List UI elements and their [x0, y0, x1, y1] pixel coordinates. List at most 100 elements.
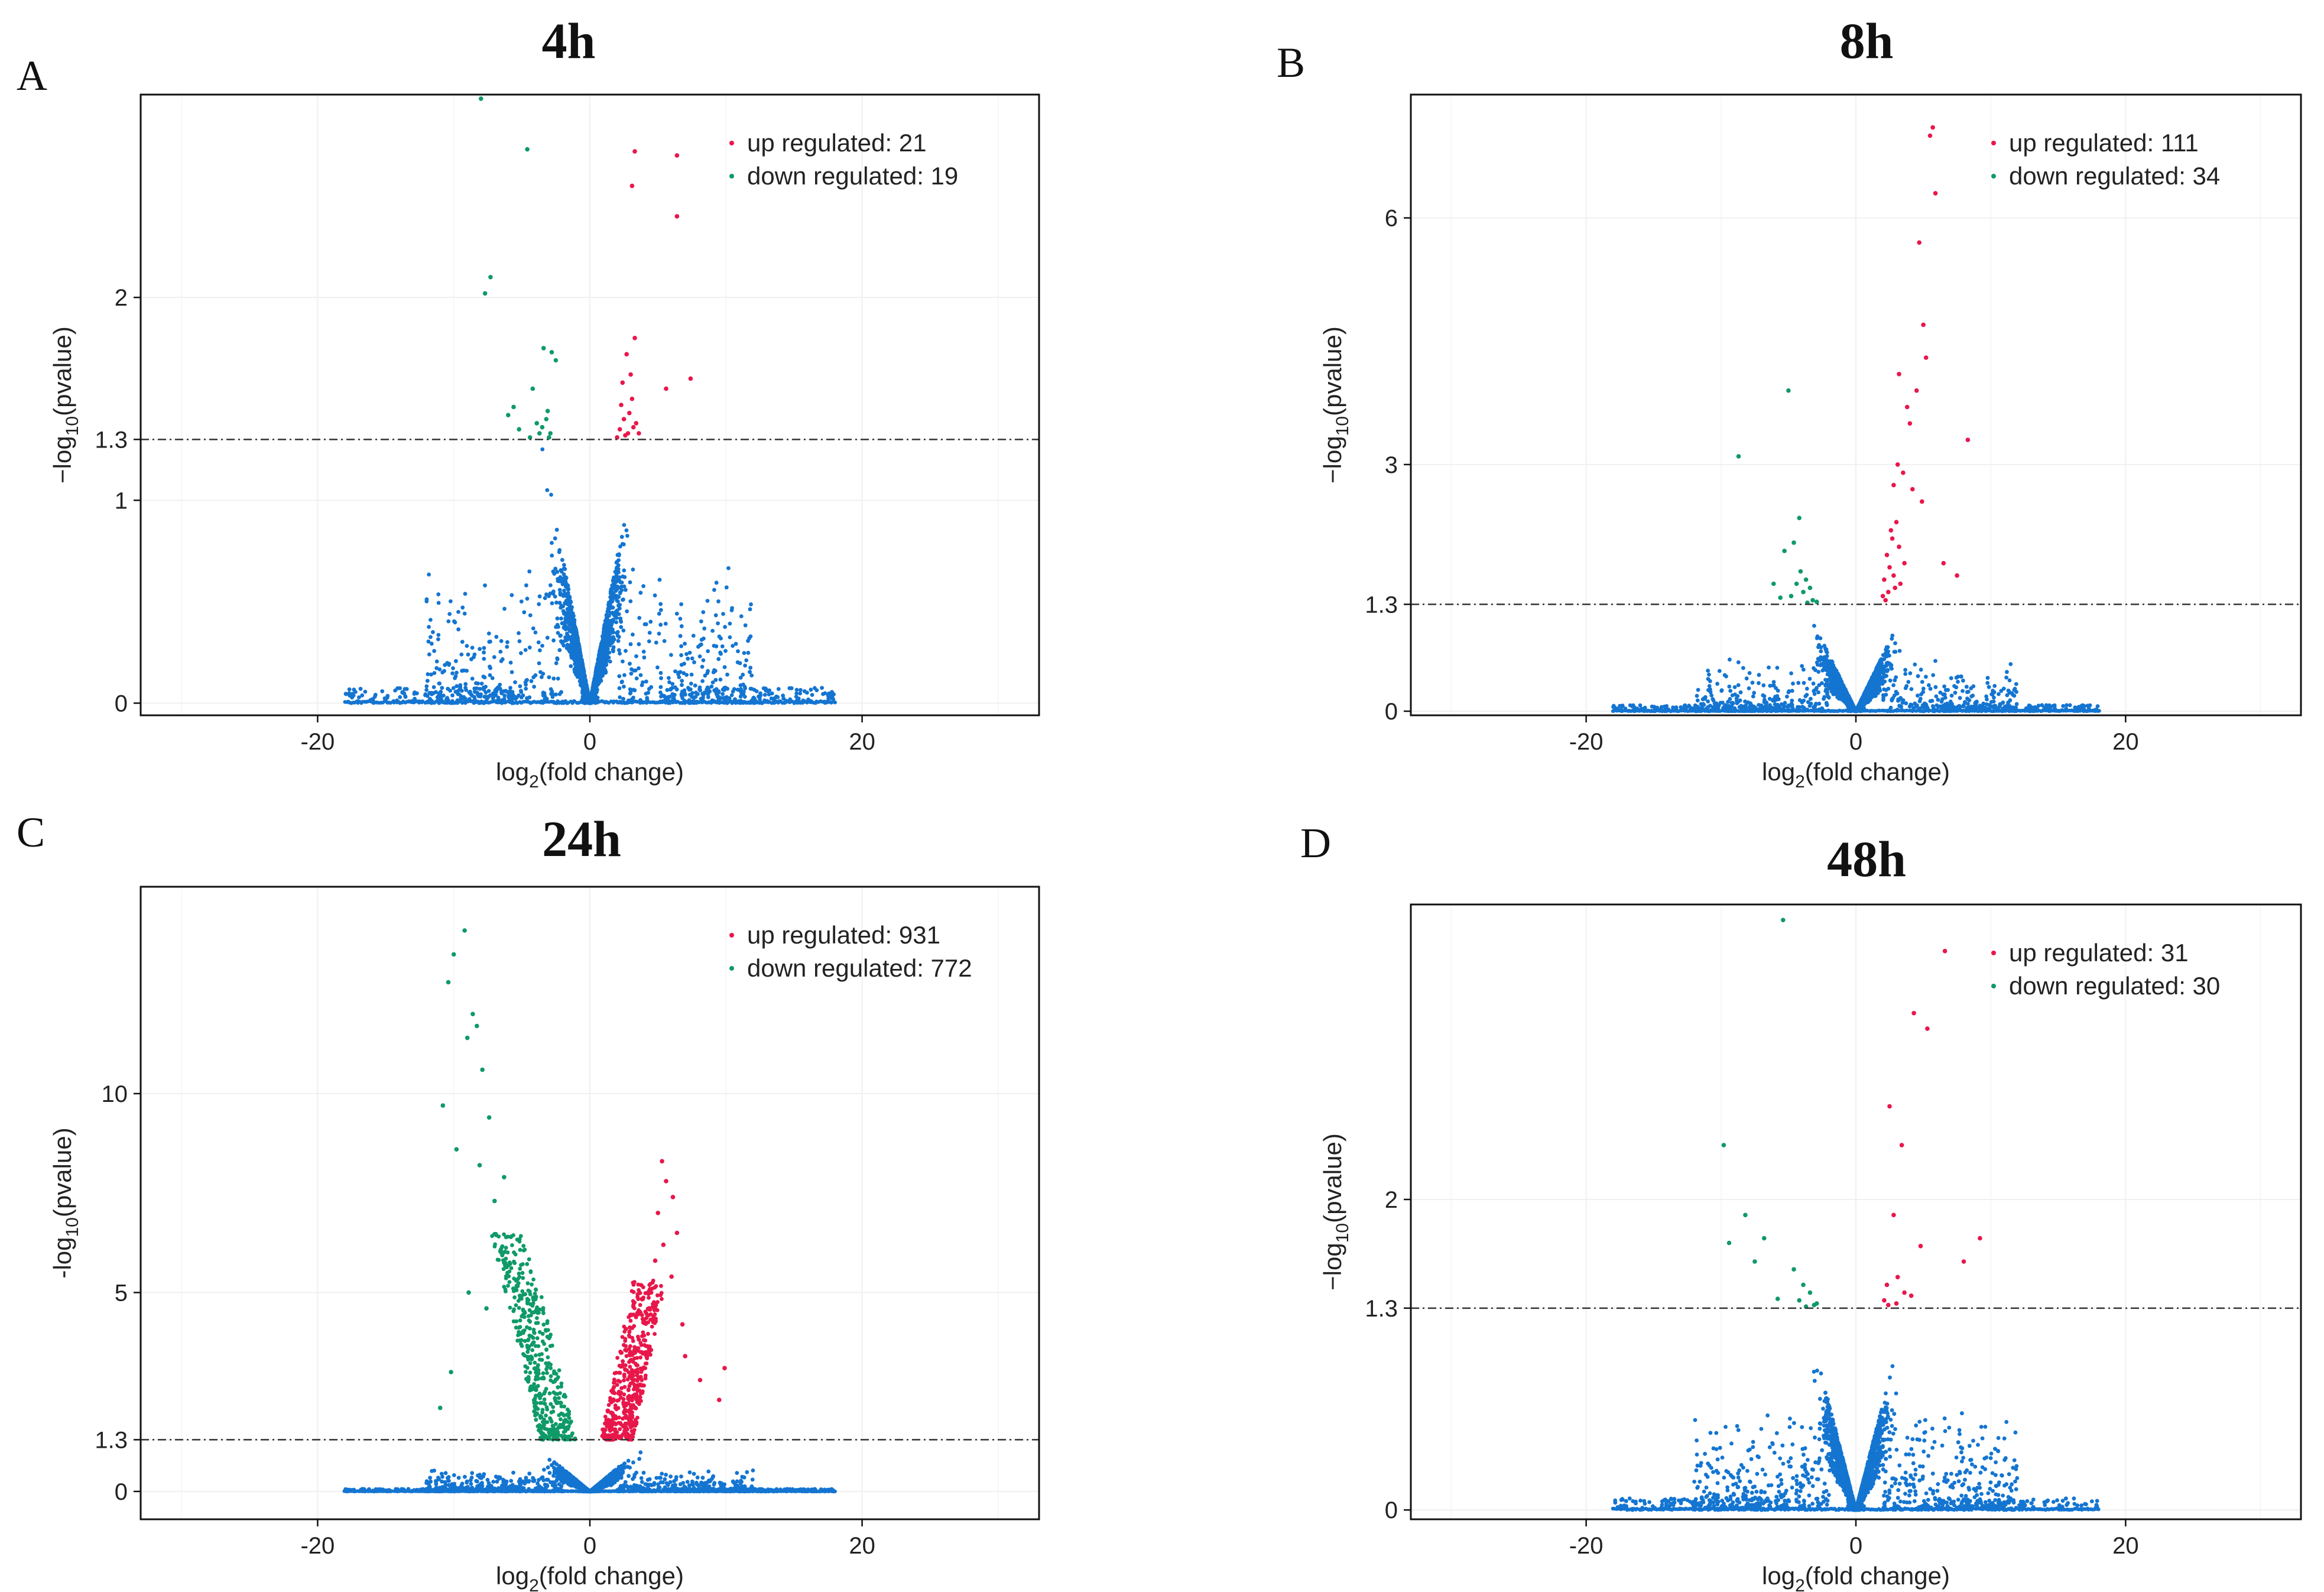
- ns-point: [728, 621, 732, 626]
- down-point: [527, 435, 533, 440]
- ns-point: [614, 620, 618, 624]
- ns-point: [563, 567, 567, 571]
- ns-point: [609, 624, 614, 628]
- up-point: [629, 396, 635, 401]
- down-point: [545, 408, 550, 414]
- ns-point: [716, 690, 721, 695]
- ns-point: [499, 659, 504, 663]
- down-point: [544, 417, 549, 421]
- ns-point: [775, 695, 780, 699]
- ns-point: [2095, 704, 2100, 708]
- ns-point: [1815, 634, 1820, 638]
- ns-point: [580, 667, 585, 672]
- ns-point: [429, 690, 434, 695]
- ns-point: [629, 672, 634, 676]
- ns-point: [380, 689, 385, 693]
- ns-point: [590, 689, 595, 693]
- ns-point: [641, 680, 645, 685]
- ns-point: [631, 633, 635, 637]
- ns-point: [436, 637, 440, 641]
- ns-point: [710, 628, 715, 633]
- ns-point: [794, 691, 799, 696]
- ns-point: [749, 699, 754, 703]
- ns-point: [601, 659, 605, 664]
- ns-point: [554, 600, 559, 605]
- ns-point: [525, 696, 529, 701]
- ns-point: [559, 639, 563, 644]
- ns-point: [573, 656, 577, 661]
- ns-point: [830, 692, 835, 697]
- ns-point: [714, 581, 719, 585]
- ns-point: [702, 626, 707, 631]
- ns-point: [1803, 694, 1808, 699]
- ns-point: [551, 638, 556, 643]
- ns-point: [567, 605, 572, 609]
- ns-point: [606, 602, 611, 607]
- ns-point: [541, 690, 546, 695]
- ns-point: [429, 641, 434, 646]
- up-point: [629, 183, 635, 189]
- up-point: [631, 424, 636, 430]
- ns-point: [582, 682, 587, 686]
- ns-point: [655, 665, 660, 670]
- ns-point: [1818, 636, 1823, 641]
- ns-point: [1909, 687, 1914, 691]
- ns-point: [741, 672, 745, 677]
- ns-point: [537, 661, 541, 666]
- ns-point: [621, 659, 625, 664]
- ns-point: [700, 679, 705, 683]
- ns-point: [616, 648, 621, 653]
- ns-point: [1881, 653, 1885, 657]
- ns-point: [1882, 657, 1887, 662]
- ns-point: [527, 645, 532, 650]
- ns-point: [556, 676, 560, 681]
- ns-point: [557, 601, 562, 605]
- ns-point: [1728, 697, 1732, 701]
- ns-point: [1717, 669, 1722, 673]
- ns-point: [505, 640, 509, 644]
- ns-point: [657, 631, 661, 636]
- ns-point: [748, 670, 752, 675]
- ns-point: [532, 685, 536, 689]
- ns-point: [478, 694, 483, 699]
- up-point: [624, 352, 629, 356]
- ns-point: [631, 695, 635, 700]
- ns-point: [499, 639, 504, 643]
- ns-point: [561, 594, 566, 598]
- ns-point: [629, 667, 634, 672]
- ns-point: [619, 534, 624, 539]
- ns-point: [728, 635, 732, 640]
- ns-point: [450, 671, 455, 676]
- ns-point: [569, 608, 573, 613]
- ns-point: [598, 651, 602, 656]
- ns-point: [722, 665, 727, 669]
- ns-point: [431, 685, 436, 689]
- ns-point: [1904, 684, 1909, 688]
- ns-point: [1961, 689, 1965, 693]
- ns-point: [670, 686, 674, 690]
- ns-point: [426, 639, 431, 644]
- down-point: [553, 358, 559, 363]
- ns-point: [456, 627, 460, 632]
- ns-point: [1688, 705, 1692, 709]
- ns-point: [602, 663, 607, 667]
- ns-point: [1802, 680, 1806, 685]
- ns-point: [634, 654, 638, 659]
- ns-point: [1800, 664, 1804, 668]
- ns-point: [566, 627, 571, 631]
- ns-point: [398, 695, 403, 699]
- ns-point: [683, 692, 687, 697]
- ns-point: [548, 583, 553, 588]
- ns-point: [610, 598, 615, 603]
- ns-point: [678, 670, 683, 675]
- ns-point: [687, 650, 692, 655]
- ns-point: [447, 612, 452, 616]
- ns-point: [502, 607, 507, 611]
- y-axis-label-main: −log: [48, 436, 76, 484]
- ns-point: [717, 634, 722, 639]
- ns-point: [624, 528, 629, 533]
- ns-point: [522, 610, 527, 615]
- ns-point: [554, 527, 559, 532]
- ns-point: [427, 652, 431, 657]
